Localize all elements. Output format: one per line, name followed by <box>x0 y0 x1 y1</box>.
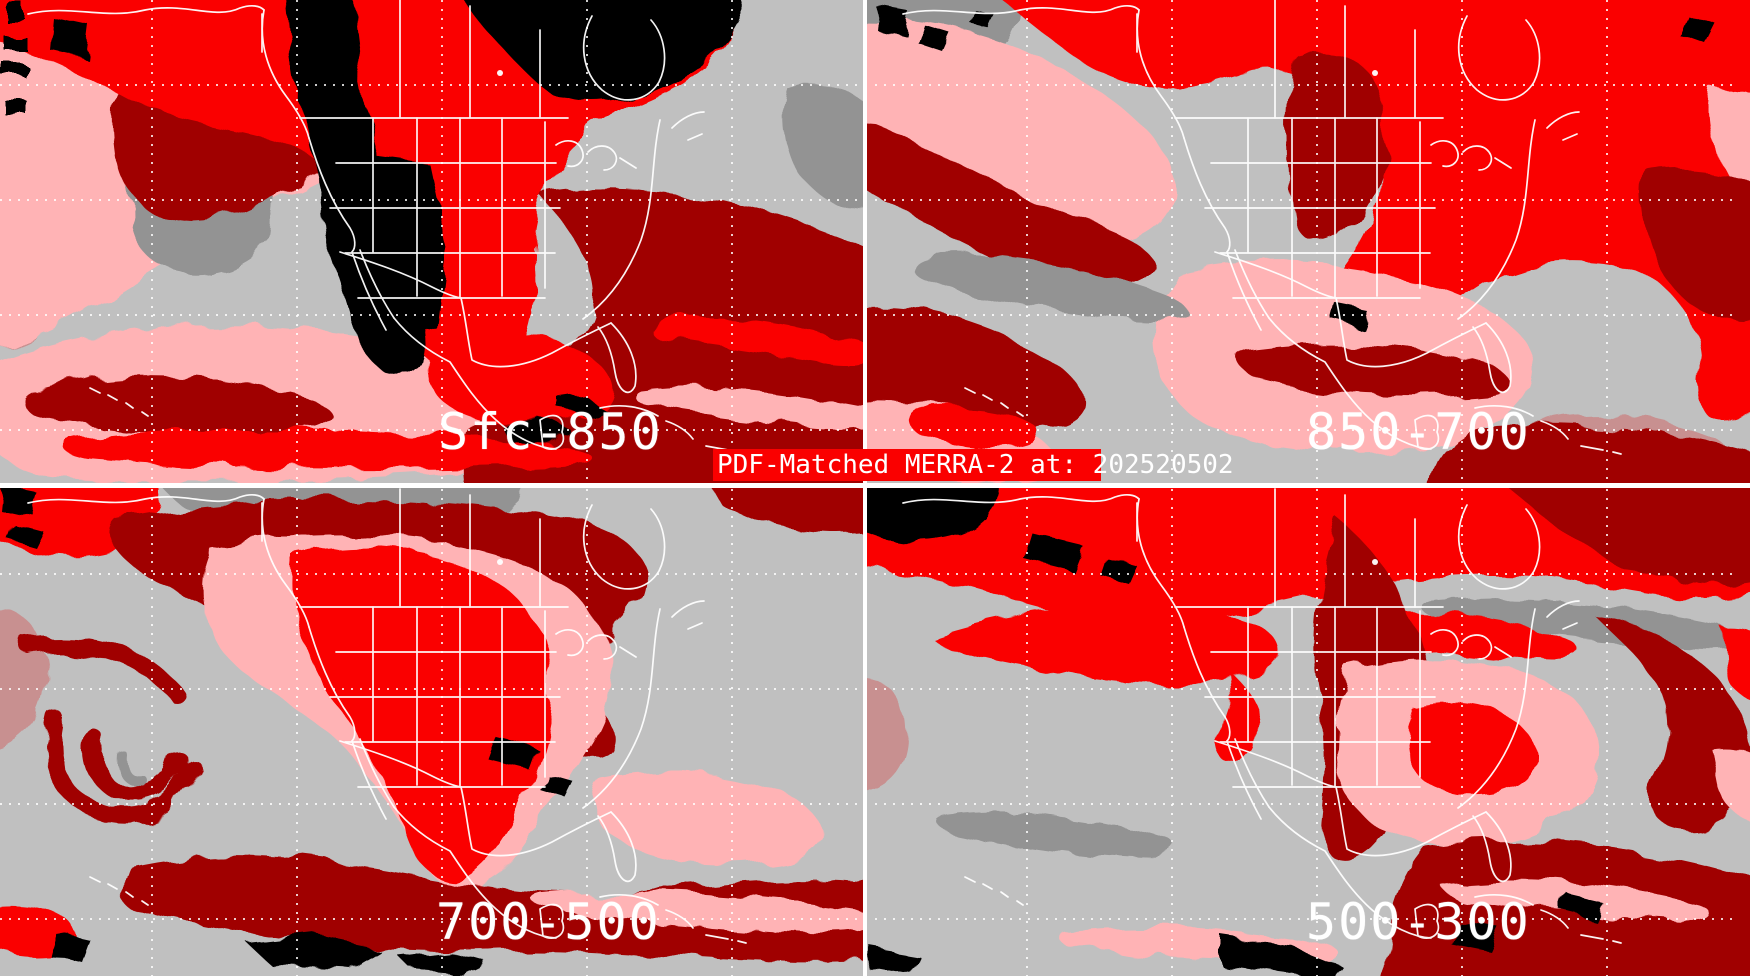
panel-divider-horizontal <box>0 483 1750 488</box>
map-art-700-500 <box>0 488 863 976</box>
panel-label-sfc-850: Sfc-850 <box>438 403 663 461</box>
title-band <box>713 449 1101 481</box>
panel-500-300 <box>867 488 1750 976</box>
map-art-sfc-850 <box>0 0 863 483</box>
map-art-500-300 <box>867 488 1750 976</box>
panel-divider-vertical <box>863 0 867 976</box>
panel-sfc-850 <box>0 0 863 483</box>
title-text: PDF-Matched MERRA-2 at: 202520502 <box>717 450 1234 480</box>
map-art-850-700 <box>867 0 1750 483</box>
panel-label-850-700: 850-700 <box>1306 403 1531 461</box>
panel-label-700-500: 700-500 <box>436 893 661 951</box>
panel-850-700 <box>867 0 1750 483</box>
panel-label-500-300: 500-300 <box>1306 893 1531 951</box>
panel-700-500 <box>0 488 863 976</box>
